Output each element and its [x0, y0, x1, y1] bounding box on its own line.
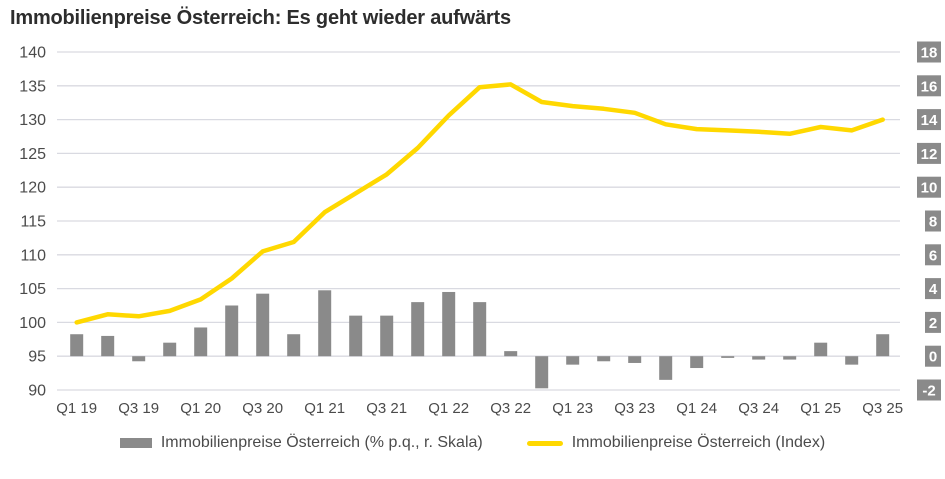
x-axis-tick-label: Q3 21 [366, 400, 407, 417]
legend-item-bars: Immobilienpreise Österreich (% p.q., r. … [119, 434, 483, 452]
bar-Q1 24 [690, 356, 704, 369]
left-axis-tick-label: 95 [28, 349, 46, 366]
right-axis-tick-badge [917, 176, 941, 198]
right-axis-tick-label: 4 [929, 281, 938, 298]
right-axis-tick-label: 16 [921, 78, 938, 95]
bar-Q1 23 [566, 356, 580, 365]
legend-line-label: Immobilienpreise Österreich (Index) [571, 434, 826, 451]
bar-Q2 22 [473, 302, 487, 357]
bar-Q2 24 [721, 356, 735, 358]
left-axis-tick-label: 105 [19, 281, 46, 298]
right-axis-tick-label: 8 [929, 214, 937, 231]
right-axis-tick-badge [917, 109, 941, 131]
chart-page: { "title": "Immobilienpreise Österreich:… [0, 7, 945, 479]
right-axis-tick-badge [925, 311, 941, 333]
bar-Q1 25 [814, 342, 828, 357]
bar-Q2 23 [597, 356, 611, 362]
left-axis-tick-label: 115 [20, 214, 46, 231]
chart-title: Immobilienpreise Österreich: Es geht wie… [10, 7, 511, 29]
right-axis-tick-label: 6 [929, 247, 937, 264]
legend-item-line: Immobilienpreise Österreich (Index) [526, 434, 826, 452]
left-axis-tick-label: 130 [19, 112, 46, 129]
bar-Q3 22 [504, 351, 518, 357]
bar-Q1 21 [318, 290, 332, 357]
left-axis-tick-label: 140 [19, 45, 46, 62]
chart-legend: Immobilienpreise Österreich (% p.q., r. … [0, 434, 945, 452]
right-axis-tick-badge [917, 379, 941, 401]
bar-Q3 23 [628, 356, 642, 363]
right-axis-tick-label: 14 [921, 112, 938, 129]
right-axis-tick-label: 2 [929, 315, 937, 332]
right-axis-tick-badge [925, 210, 941, 232]
bar-Q3 20 [256, 293, 270, 357]
left-axis-tick-label: 125 [19, 146, 46, 163]
right-axis-tick-label: 0 [929, 349, 937, 366]
x-axis-tick-label: Q3 22 [490, 400, 531, 417]
x-axis-tick-label: Q1 24 [676, 400, 717, 417]
x-axis-tick-label: Q1 25 [800, 400, 841, 417]
bar-Q4 22 [535, 356, 549, 389]
bar-Q3 25 [876, 334, 890, 357]
right-axis-tick-badge [925, 244, 941, 266]
x-axis-tick-label: Q1 20 [180, 400, 221, 417]
right-axis-tick-label: 18 [921, 45, 938, 62]
x-axis-tick-label: Q3 23 [614, 400, 655, 417]
bar-Q1 22 [442, 291, 456, 357]
x-axis-tick-label: Q1 23 [552, 400, 593, 417]
left-axis-tick-label: 120 [19, 180, 46, 197]
bar-Q2 25 [845, 356, 859, 365]
bar-Q2 20 [225, 305, 239, 357]
x-axis-tick-label: Q3 24 [738, 400, 779, 417]
bar-Q4 24 [783, 356, 797, 360]
bar-Q2 19 [101, 335, 115, 357]
bar-Q1 19 [70, 334, 84, 357]
right-axis-tick-label: 12 [921, 146, 938, 163]
index-line [74, 82, 885, 325]
legend-line-swatch [526, 440, 563, 446]
right-axis-tick-badge [917, 41, 941, 63]
bar-Q2 21 [349, 315, 363, 357]
right-axis-tick-badge [925, 278, 941, 300]
bar-Q1 20 [194, 327, 208, 357]
legend-bar-swatch [119, 438, 152, 448]
bar-Q4 23 [659, 356, 673, 380]
right-axis-tick-label: -2 [922, 383, 935, 400]
left-axis-tick-label: 90 [28, 383, 46, 400]
right-axis-tick-badge [917, 142, 941, 164]
x-axis-tick-label: Q3 20 [242, 400, 283, 417]
right-axis-tick-label: 10 [921, 180, 938, 197]
left-axis-tick-label: 110 [20, 247, 46, 264]
x-axis-tick-label: Q1 21 [304, 400, 345, 417]
x-axis-tick-label: Q3 19 [118, 400, 159, 417]
chart-canvas: 140 18 135 16 130 14 125 12 120 10 115 8 110 6 105 4 100… [19, 41, 941, 417]
left-axis-tick-label: 135 [19, 78, 46, 95]
bar-Q3 24 [752, 356, 766, 360]
bar-Q4 19 [163, 342, 177, 357]
x-axis-tick-label: Q1 22 [428, 400, 469, 417]
x-axis-tick-label: Q3 25 [862, 400, 903, 417]
x-axis-tick-label: Q1 19 [56, 400, 97, 417]
bar-Q4 21 [411, 302, 425, 357]
right-axis-tick-badge [917, 75, 941, 97]
right-axis-tick-badge [925, 345, 941, 367]
legend-bar-label: Immobilienpreise Österreich (% p.q., r. … [160, 434, 483, 451]
left-axis-tick-label: 100 [19, 315, 46, 332]
bar-Q3 19 [132, 356, 146, 362]
bar-Q4 20 [287, 334, 301, 357]
bar-Q3 21 [380, 315, 394, 357]
